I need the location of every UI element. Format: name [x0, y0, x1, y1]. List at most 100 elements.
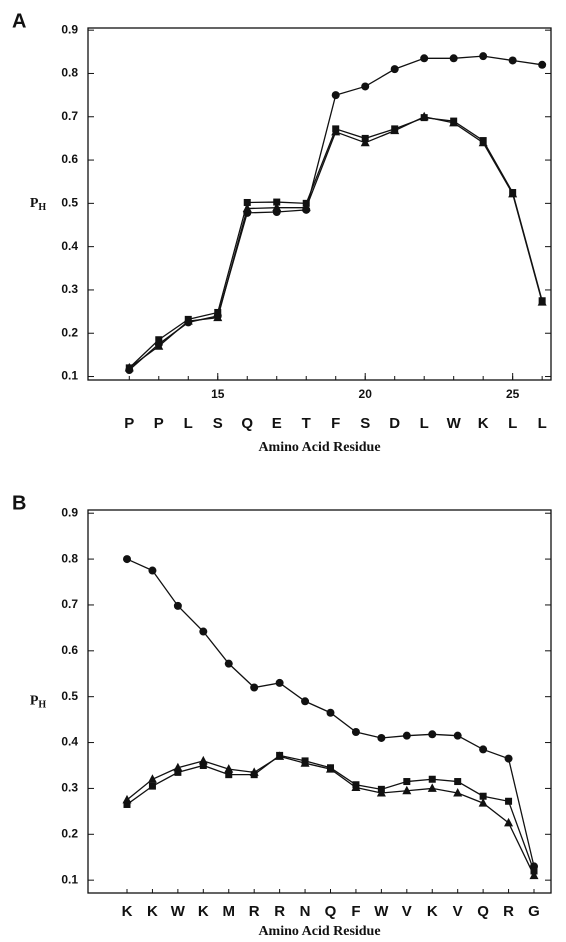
marker-square — [428, 775, 436, 783]
panel-label: B — [12, 492, 26, 514]
marker-circle — [326, 708, 335, 717]
y-tick-label: 0.4 — [61, 735, 78, 749]
x-tick-label: 20 — [359, 387, 373, 401]
marker-triangle — [154, 341, 164, 350]
residue-label: S — [360, 415, 370, 432]
marker-square — [403, 778, 411, 786]
y-tick-label: 0.2 — [61, 325, 78, 339]
marker-triangle — [173, 762, 183, 772]
marker-triangle — [504, 817, 514, 827]
series-line — [126, 754, 535, 872]
marker-triangle — [478, 137, 488, 147]
residue-label: T — [302, 415, 311, 432]
marker-triangle — [390, 125, 400, 135]
y-tick-label: 0.3 — [61, 781, 78, 795]
marker-triangle — [183, 316, 193, 325]
y-axis-label-sub: H — [38, 202, 46, 213]
marker-circle — [148, 566, 157, 575]
residue-label: K — [147, 903, 158, 920]
marker-circle — [301, 697, 310, 706]
marker-square — [174, 768, 182, 776]
y-tick-label: 0.1 — [61, 369, 78, 383]
marker-circle — [275, 678, 284, 687]
series-line — [126, 755, 535, 876]
y-tick-label: 0.8 — [61, 66, 78, 80]
marker-circle — [224, 659, 233, 668]
y-tick-label: 0.9 — [61, 505, 78, 519]
residue-label: K — [198, 903, 209, 920]
marker-square — [243, 198, 251, 206]
marker-triangle — [326, 764, 335, 773]
marker-triangle — [529, 870, 539, 880]
marker-triangle — [427, 783, 437, 792]
plot-frame — [87, 509, 552, 894]
marker-circle — [453, 731, 462, 740]
marker-triangle — [402, 785, 412, 795]
y-tick-label: 0.7 — [61, 597, 78, 611]
y-tick-label: 0.6 — [61, 643, 78, 657]
marker-square — [225, 771, 233, 779]
y-axis-label-main: P — [30, 196, 39, 211]
marker-square — [479, 792, 487, 800]
y-tick-label: 0.5 — [61, 689, 78, 703]
marker-triangle — [449, 117, 459, 127]
y-axis-label: PH — [30, 694, 47, 711]
marker-circle — [504, 754, 513, 763]
residue-label: W — [374, 903, 389, 920]
marker-triangle — [300, 758, 310, 767]
residue-label: W — [171, 903, 186, 920]
marker-triangle — [351, 782, 361, 792]
residue-label: F — [331, 415, 340, 432]
residue-label: K — [122, 903, 133, 920]
marker-circle — [173, 601, 182, 610]
marker-triangle — [419, 111, 429, 121]
plot-frame — [87, 27, 552, 381]
residue-label: M — [223, 903, 236, 920]
residue-label: F — [351, 903, 360, 920]
marker-circle — [250, 683, 259, 692]
marker-circle — [508, 56, 517, 65]
residue-label: L — [508, 415, 517, 432]
marker-triangle — [147, 774, 157, 783]
marker-triangle — [301, 202, 311, 212]
x-tick-label: 25 — [506, 387, 520, 401]
residue-label: L — [184, 415, 193, 432]
marker-square — [214, 308, 222, 316]
marker-circle — [402, 731, 411, 740]
marker-triangle — [249, 767, 259, 776]
panel-label: A — [12, 10, 26, 32]
y-tick-label: 0.4 — [61, 239, 78, 253]
y-axis-label-sub: H — [38, 700, 46, 711]
marker-circle — [199, 627, 208, 636]
marker-triangle — [537, 297, 547, 306]
marker-square — [199, 761, 207, 769]
x-axis-label: Amino Acid Residue — [258, 924, 380, 939]
marker-triangle — [272, 202, 282, 212]
marker-square — [505, 797, 513, 805]
residue-label: W — [447, 415, 462, 432]
y-tick-label: 0.8 — [61, 551, 78, 565]
y-axis-label-main: P — [30, 694, 39, 709]
residue-label: Q — [477, 903, 489, 920]
marker-circle — [351, 728, 360, 737]
marker-square — [155, 336, 163, 344]
residue-label: K — [427, 903, 438, 920]
residue-label: L — [538, 415, 547, 432]
y-tick-label: 0.1 — [61, 872, 78, 886]
y-tick-label: 0.9 — [61, 22, 78, 36]
marker-triangle — [275, 751, 285, 760]
marker-circle — [361, 82, 370, 91]
marker-square — [273, 198, 281, 206]
marker-triangle — [508, 188, 518, 198]
marker-triangle — [122, 794, 132, 804]
marker-triangle — [124, 362, 134, 372]
y-tick-label: 0.7 — [61, 109, 78, 123]
residue-label: P — [124, 415, 134, 432]
marker-triangle — [198, 755, 208, 765]
marker-square — [454, 778, 462, 786]
marker-triangle — [331, 126, 341, 136]
marker-circle — [331, 91, 340, 100]
marker-square — [148, 782, 156, 790]
marker-triangle — [478, 798, 488, 807]
